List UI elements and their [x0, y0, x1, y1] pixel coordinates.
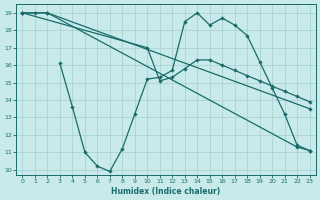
X-axis label: Humidex (Indice chaleur): Humidex (Indice chaleur) — [111, 187, 221, 196]
